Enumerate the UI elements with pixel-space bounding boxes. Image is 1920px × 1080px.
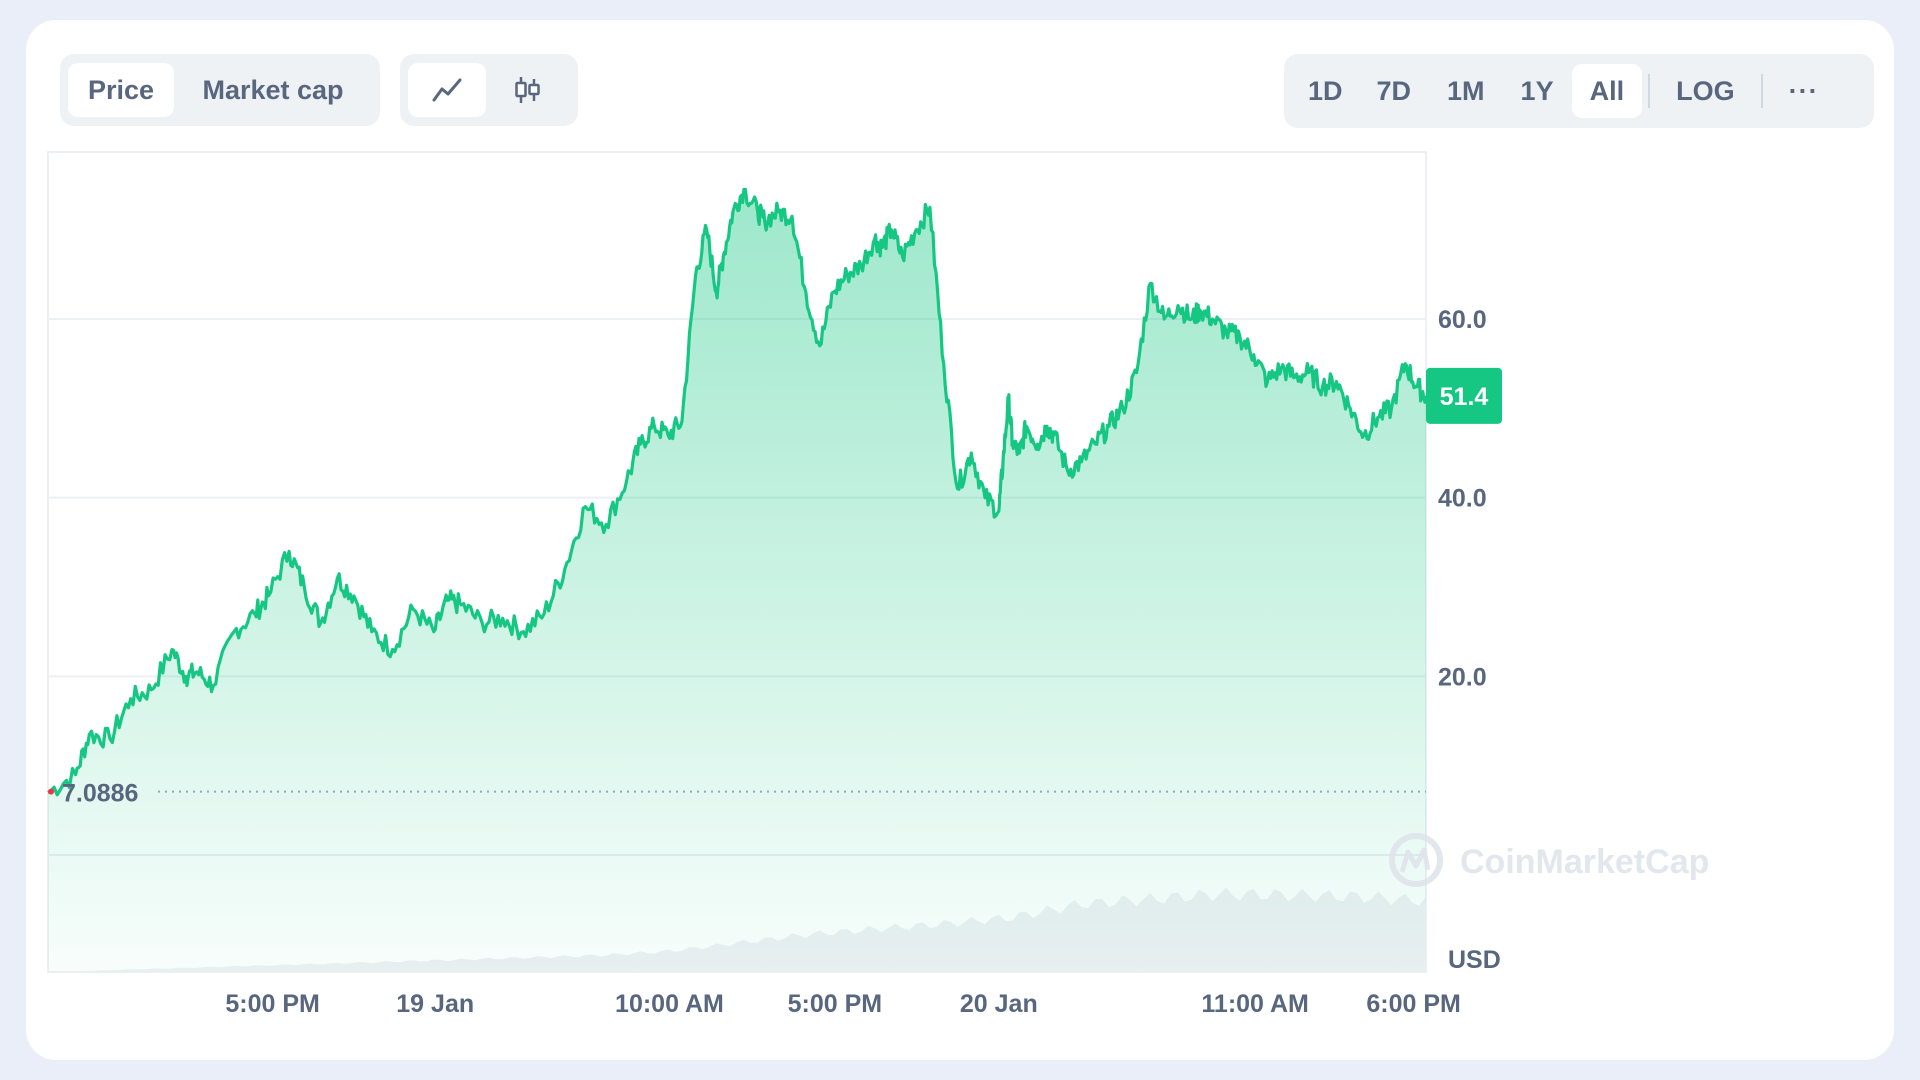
line-chart-button[interactable] xyxy=(408,63,486,117)
x-tick-label: 6:00 PM xyxy=(1366,990,1460,1018)
y-tick-label: 40.0 xyxy=(1438,485,1487,513)
line-chart-icon xyxy=(432,78,462,102)
candlestick-button[interactable] xyxy=(486,63,568,117)
price-area-fill xyxy=(48,189,1426,972)
log-scale-button[interactable]: LOG xyxy=(1676,75,1735,106)
y-axis: 20.0 40.0 60.0 USD 51.4 xyxy=(1426,306,1502,974)
x-tick-label: 19 Jan xyxy=(396,990,474,1018)
coinmarketcap-watermark: CoinMarketCap xyxy=(1389,833,1709,887)
range-1d-button[interactable]: 1D xyxy=(1308,75,1343,106)
range-divider xyxy=(1648,74,1651,108)
x-axis: 5:00 PM 19 Jan 10:00 AM 5:00 PM 20 Jan 11:00 … xyxy=(225,990,1460,1018)
price-area xyxy=(47,187,1428,972)
tab-price[interactable]: Price xyxy=(68,63,174,117)
more-options-button[interactable]: ··· xyxy=(1788,75,1819,106)
current-price-label: 51.4 xyxy=(1440,383,1489,411)
tab-market-cap[interactable]: Market cap xyxy=(202,74,344,105)
range-7d-button[interactable]: 7D xyxy=(1376,75,1412,106)
watermark-text: CoinMarketCap xyxy=(1460,843,1709,881)
start-price-line: 7.0886 xyxy=(48,780,1426,808)
price-chart[interactable]: 7.0886 20.0 40.0 60.0 USD 51.4 5:00 PM 19 Jan… xyxy=(26,20,1894,1060)
range-all-button[interactable]: All xyxy=(1571,64,1643,118)
coinmarketcap-logo-icon xyxy=(1389,833,1443,887)
currency-label: USD xyxy=(1448,946,1501,974)
price-marketcap-toggle: Price Market cap xyxy=(60,54,380,126)
start-price-marker xyxy=(48,788,54,795)
time-range-selector: 1D 7D 1M 1Y All LOG ··· xyxy=(1284,54,1874,128)
x-tick-label: 5:00 PM xyxy=(788,990,882,1018)
x-tick-label: 11:00 AM xyxy=(1201,990,1308,1018)
x-tick-label: 20 Jan xyxy=(960,990,1038,1018)
price-line xyxy=(47,187,1428,797)
range-1y-button[interactable]: 1Y xyxy=(1520,75,1554,106)
start-price-label: 7.0886 xyxy=(62,780,138,808)
coinmarketcap-logo-mark xyxy=(1399,847,1431,873)
more-divider xyxy=(1760,74,1763,108)
chart-type-toggle xyxy=(400,54,578,126)
y-tick-label: 20.0 xyxy=(1438,663,1487,691)
current-price-badge xyxy=(1426,367,1502,424)
x-tick-label: 10:00 AM xyxy=(615,990,724,1018)
chart-card: Price Market cap 1D 7D 1M 1Y All LOG ··· xyxy=(26,20,1894,1060)
y-tick-label: 60.0 xyxy=(1438,306,1487,334)
range-1m-button[interactable]: 1M xyxy=(1447,75,1485,106)
x-tick-label: 5:00 PM xyxy=(225,990,319,1018)
candlestick-icon xyxy=(515,77,540,103)
